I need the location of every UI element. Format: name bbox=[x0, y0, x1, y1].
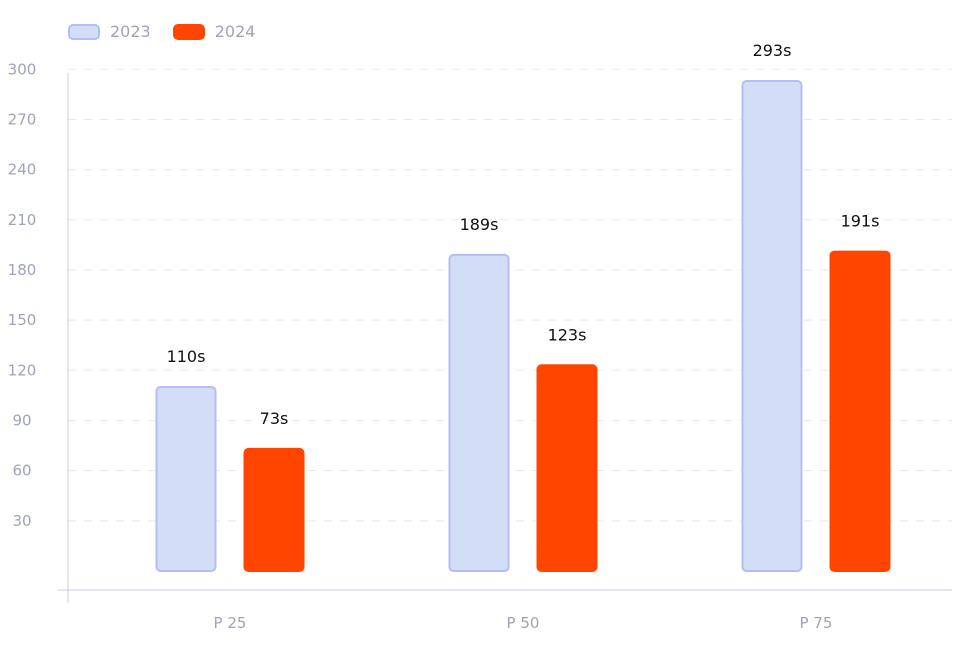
y-tick-label: 180 bbox=[8, 261, 37, 279]
data-label: 110s bbox=[167, 347, 206, 366]
data-label: 123s bbox=[548, 325, 587, 344]
bar-2024-P50 bbox=[536, 364, 598, 572]
y-tick-label: 30 bbox=[12, 512, 31, 530]
bar-2023-P25 bbox=[155, 386, 217, 572]
y-tick-label: 60 bbox=[12, 462, 31, 480]
y-tick-label: 300 bbox=[8, 60, 37, 78]
y-tick-label: 90 bbox=[12, 411, 31, 429]
x-tick-label: P 75 bbox=[800, 614, 833, 632]
y-tick-label: 210 bbox=[8, 211, 37, 229]
data-label: 191s bbox=[841, 212, 880, 231]
y-tick-label: 150 bbox=[8, 311, 37, 329]
x-tick-label: P 25 bbox=[214, 614, 247, 632]
bar-2024-P25 bbox=[243, 447, 305, 572]
data-label: 293s bbox=[753, 41, 792, 60]
bar-2023-P75 bbox=[741, 79, 803, 572]
legend-label-2023: 2023 bbox=[110, 22, 151, 41]
legend-item-2024[interactable]: 2024 bbox=[172, 22, 256, 41]
legend-label-2024: 2024 bbox=[214, 22, 256, 41]
y-tick-label: 240 bbox=[8, 161, 37, 179]
bar-2024-P75 bbox=[829, 250, 891, 572]
bar-2023-P50 bbox=[448, 253, 510, 572]
y-tick-label: 270 bbox=[8, 110, 37, 128]
legend-swatch-2024 bbox=[172, 23, 205, 40]
y-tick-label: 120 bbox=[8, 361, 37, 379]
legend-swatch-2023 bbox=[68, 23, 100, 40]
data-label: 189s bbox=[460, 215, 499, 234]
legend: 2023 2024 bbox=[68, 22, 255, 41]
legend-item-2023[interactable]: 2023 bbox=[68, 22, 151, 41]
data-label: 73s bbox=[260, 409, 289, 428]
x-tick-label: P 50 bbox=[507, 614, 540, 632]
